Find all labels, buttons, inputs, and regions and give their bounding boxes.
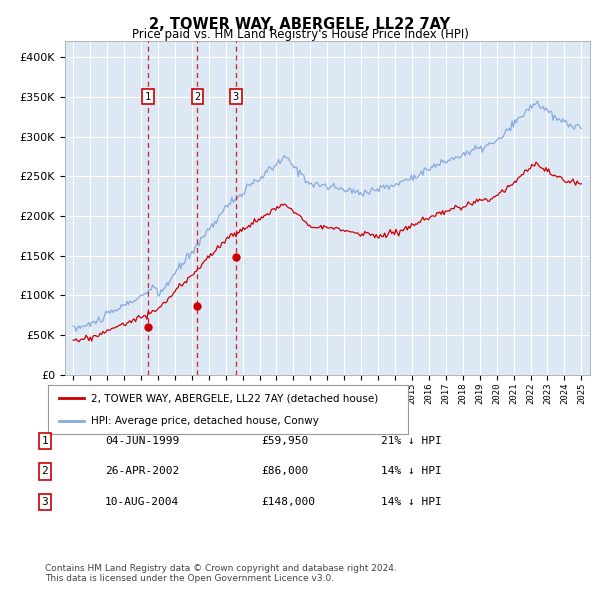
Text: £148,000: £148,000: [261, 497, 315, 507]
Text: 04-JUN-1999: 04-JUN-1999: [105, 436, 179, 445]
Text: Price paid vs. HM Land Registry's House Price Index (HPI): Price paid vs. HM Land Registry's House …: [131, 28, 469, 41]
Text: 14% ↓ HPI: 14% ↓ HPI: [381, 497, 442, 507]
Text: 26-APR-2002: 26-APR-2002: [105, 467, 179, 476]
Text: 21% ↓ HPI: 21% ↓ HPI: [381, 436, 442, 445]
Text: 10-AUG-2004: 10-AUG-2004: [105, 497, 179, 507]
Text: £59,950: £59,950: [261, 436, 308, 445]
Text: 2, TOWER WAY, ABERGELE, LL22 7AY: 2, TOWER WAY, ABERGELE, LL22 7AY: [149, 17, 451, 31]
Text: 2, TOWER WAY, ABERGELE, LL22 7AY (detached house): 2, TOWER WAY, ABERGELE, LL22 7AY (detach…: [91, 394, 379, 404]
Text: 14% ↓ HPI: 14% ↓ HPI: [381, 467, 442, 476]
Text: 1: 1: [41, 436, 49, 445]
Text: £86,000: £86,000: [261, 467, 308, 476]
Text: 2: 2: [194, 92, 200, 102]
Text: Contains HM Land Registry data © Crown copyright and database right 2024.
This d: Contains HM Land Registry data © Crown c…: [45, 563, 397, 583]
Text: 1: 1: [145, 92, 151, 102]
Text: 3: 3: [41, 497, 49, 507]
Text: HPI: Average price, detached house, Conwy: HPI: Average price, detached house, Conw…: [91, 415, 319, 425]
Text: 3: 3: [233, 92, 239, 102]
Text: 2: 2: [41, 467, 49, 476]
